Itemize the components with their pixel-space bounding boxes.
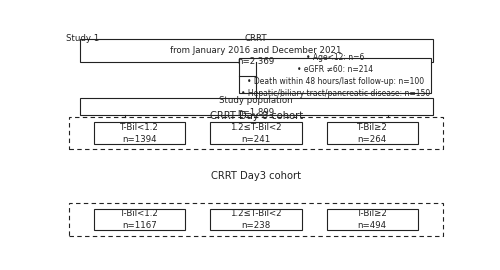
FancyBboxPatch shape [326,209,418,230]
FancyBboxPatch shape [239,58,432,93]
FancyBboxPatch shape [80,39,433,62]
FancyBboxPatch shape [68,203,443,236]
Text: T-Bil≥2
n=264: T-Bil≥2 n=264 [357,123,388,144]
Text: T-Bil≥2
n=494: T-Bil≥2 n=494 [357,209,388,230]
Text: T-Bil<1.2
n=1167: T-Bil<1.2 n=1167 [120,209,159,230]
Text: T-Bil<1.2
n=1394: T-Bil<1.2 n=1394 [120,123,159,144]
FancyBboxPatch shape [210,123,302,144]
FancyBboxPatch shape [94,123,185,144]
FancyBboxPatch shape [80,98,433,115]
FancyBboxPatch shape [94,209,185,230]
Text: Study population
n=1,899: Study population n=1,899 [220,96,293,117]
Text: CRRT Day 0 cohort: CRRT Day 0 cohort [210,111,303,121]
Text: CRRT Day3 cohort: CRRT Day3 cohort [211,171,301,181]
Text: • Age<12: n=6
• eGFR ≠60: n=214
• Death within 48 hours/last follow-up: n=100
• : • Age<12: n=6 • eGFR ≠60: n=214 • Death … [240,53,430,98]
FancyBboxPatch shape [210,209,302,230]
FancyBboxPatch shape [68,117,443,149]
FancyBboxPatch shape [326,123,418,144]
Text: Study 1: Study 1 [66,34,99,43]
Text: 1.2≤T-Bil<2
n=238: 1.2≤T-Bil<2 n=238 [230,209,281,230]
Text: CRRT
from January 2016 and December 2021
n=2,369: CRRT from January 2016 and December 2021… [170,34,342,66]
Text: 1.2≤T-Bil<2
n=241: 1.2≤T-Bil<2 n=241 [230,123,281,144]
